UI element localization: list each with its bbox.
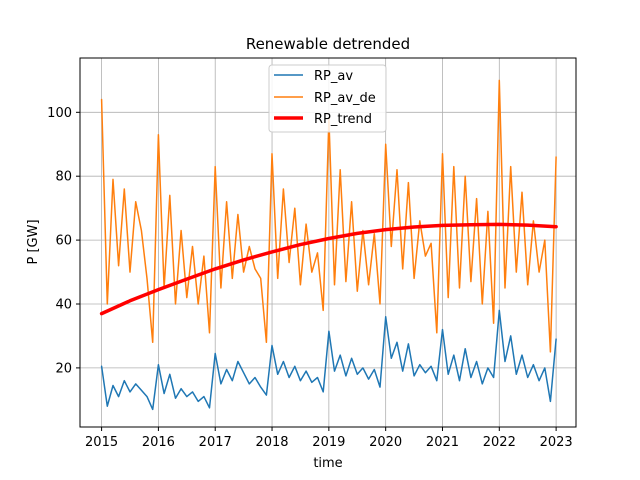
chart-title: Renewable detrended (246, 35, 410, 53)
legend-label-rp-av-de: RP_av_de (314, 91, 376, 106)
y-tick-label: 40 (55, 298, 72, 313)
x-tick-label: 2021 (426, 435, 459, 450)
legend-box (268, 64, 387, 133)
plot-frame (79, 57, 577, 428)
x-axis-ticks: 2015 2016 2017 2018 2019 2020 2021 2022 2023 (85, 427, 573, 450)
y-tick-label: 20 (55, 361, 72, 376)
y-axis-ticks: 20 40 60 80 100 (47, 106, 80, 376)
y-tick-label: 80 (55, 170, 72, 185)
x-tick-label: 2018 (255, 435, 288, 450)
series-line-rp-av (100, 309, 557, 411)
legend: RP_av RP_av_de RP_trend (268, 64, 387, 133)
x-tick-label: 2017 (199, 435, 232, 450)
y-axis-label: P [GW] (26, 219, 41, 264)
legend-label-rp-trend: RP_trend (314, 112, 372, 127)
x-tick-label: 2016 (142, 435, 175, 450)
x-tick-label: 2022 (483, 435, 516, 450)
series-line-rp-trend (99, 222, 558, 316)
legend-label-rp-av: RP_av (314, 69, 353, 84)
y-tick-label: 60 (55, 234, 72, 249)
x-tick-label: 2019 (312, 435, 345, 450)
x-tick-label: 2020 (369, 435, 402, 450)
x-tick-label: 2015 (85, 435, 118, 450)
x-tick-label: 2023 (540, 435, 573, 450)
y-tick-label: 100 (47, 106, 72, 121)
x-axis-label: time (313, 456, 342, 471)
